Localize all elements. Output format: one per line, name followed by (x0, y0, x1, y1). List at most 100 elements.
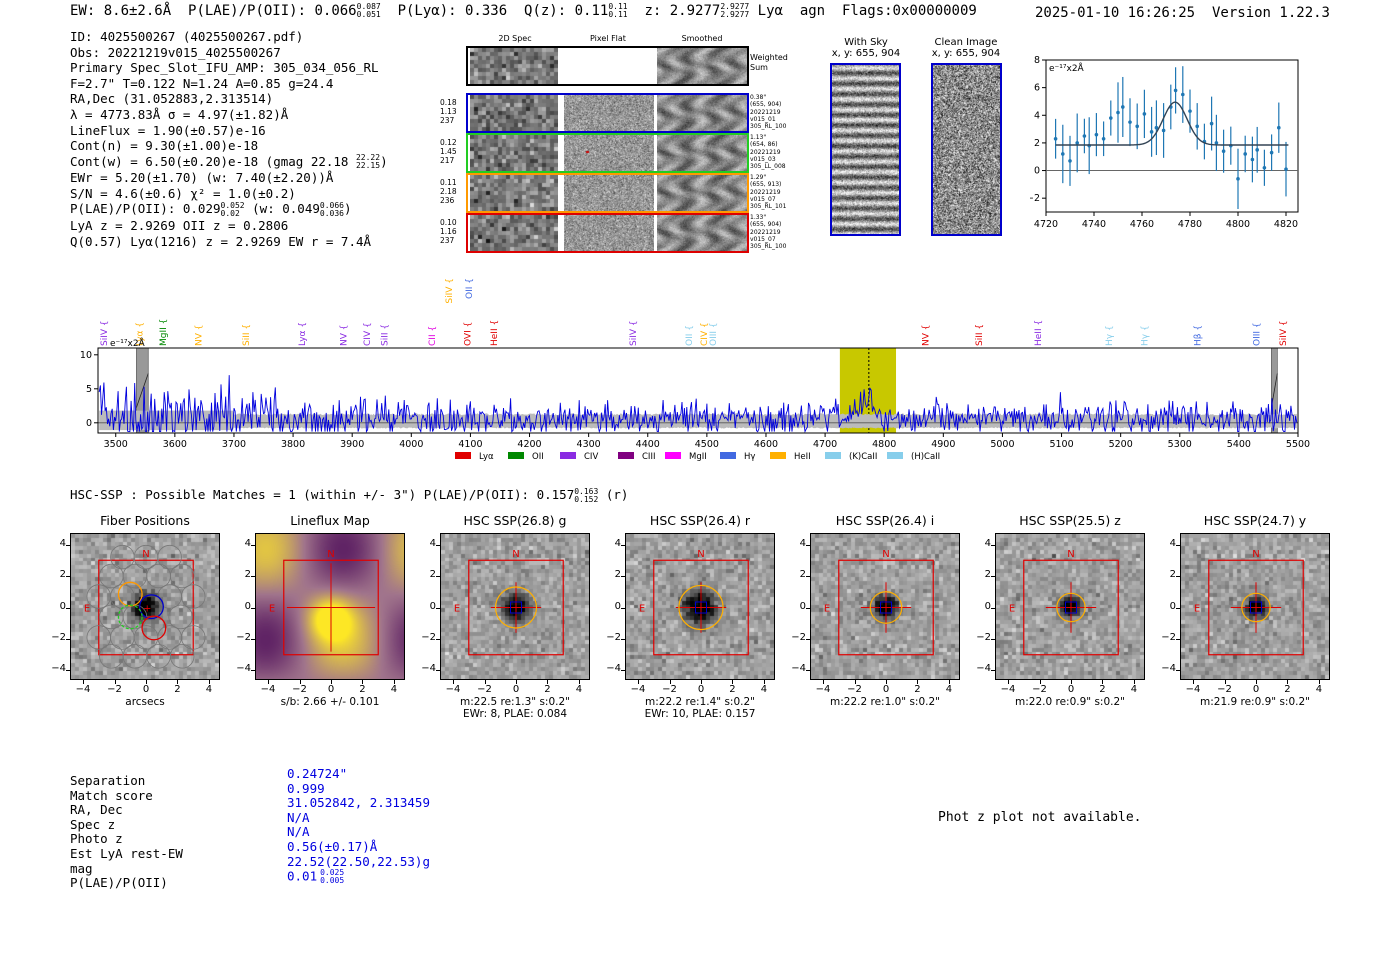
legend-label: Hγ (744, 452, 755, 462)
legend-swatch (665, 452, 681, 459)
hsc-aperture-box (838, 559, 934, 656)
fit-ytick: 8 (1034, 55, 1040, 66)
legend-label: MgII (689, 452, 707, 462)
hsc-xtick: −4 (630, 684, 646, 695)
fit-point (1082, 134, 1087, 138)
fit-point (1277, 125, 1281, 130)
hsc-ytick-mark (991, 670, 995, 672)
hsc-xtick-mark (732, 680, 734, 684)
hsc-xtick-mark (146, 680, 147, 684)
fit-point (1221, 149, 1226, 153)
legend-label: (H)CaII (911, 452, 940, 462)
legend-swatch (720, 452, 736, 459)
fit-xtick: 4800 (1226, 219, 1250, 230)
hsc-xtick: 4 (1315, 684, 1323, 695)
spectrum-line-marker-label: CIV (700, 330, 710, 346)
header-z-label: z: (644, 3, 662, 19)
spectrum-line-marker-label: SiII (242, 332, 252, 346)
hsc-xtick-mark (886, 680, 887, 684)
spectrum-line-marker-label: OVI (463, 330, 473, 346)
hsc-ytick-mark (806, 607, 810, 609)
fit-unit-label: e⁻¹⁷x2Å (1049, 62, 1085, 74)
cutout-row-meta: 0.38" (655, 904) 20221219 v015_01 305_RL_100 (750, 94, 800, 130)
hsc-xtick: 4 (205, 684, 213, 695)
spectrum-line-marker-bracket: { (1194, 325, 1204, 334)
spectrum-line-marker-bracket: { (428, 326, 438, 335)
header-plae-label: P(LAE)/P(OII): (188, 3, 307, 19)
fit-point (1209, 121, 1214, 126)
spectrum-line-marker-label: CII (428, 334, 438, 346)
fit-point (1128, 120, 1132, 124)
cutout-row-meta-line: 20221219 (750, 228, 781, 236)
hsc-panel-title: HSC SSP(24.7) y (1203, 513, 1307, 528)
spectrum-line-marker-bracket: { (1279, 320, 1289, 329)
east-label: E (1009, 604, 1015, 615)
full-spectrum-chart: SiIV {Lyα {MgII {NV {SiII {Lyα {NV {CIV … (80, 319, 1310, 462)
hsc-ytick: −2 (1161, 631, 1176, 643)
spectrum-xtick: 4000 (399, 439, 423, 450)
spectrum-body: 3500 3600 3700 3800 3900 4000 4100 4200 4300 4400… (80, 347, 1310, 450)
north-label: N (882, 549, 889, 560)
spectrum-line-marker-bracket: { (463, 322, 473, 331)
hsc-ytick: 4 (1169, 537, 1176, 549)
info-fparams: F=2.7" T=0.122 N=1.24 A=0.85 g=24.4 (70, 75, 334, 91)
hsc-ytick: 0 (614, 600, 621, 612)
hsc-aperture-box (283, 559, 379, 656)
hsc-ytick-mark (991, 544, 995, 546)
spectrum-line-marker: SiII { (242, 324, 252, 346)
spectrum-line-marker-label: NV (194, 332, 204, 346)
hsc-ytick: 2 (614, 569, 621, 580)
fit-point (1053, 136, 1058, 141)
fit-point (1075, 141, 1079, 145)
hsc-caption-2: EWr: 10, PLAE: 0.157 (644, 708, 756, 720)
fit-gaussian-curve (1055, 101, 1289, 146)
spectrum-line-marker-label: Hγ (1105, 333, 1115, 346)
cutout-row-num: 237 (440, 116, 455, 125)
fiber-circle (168, 604, 193, 630)
hsc-summary-lo: 0.152 (574, 494, 599, 504)
spectrum-line-marker: Hγ { (1105, 325, 1115, 346)
spectrum-line-marker-label: MgII (159, 327, 169, 346)
cutout-smooth-image (657, 175, 747, 211)
hsc-xtick: 0 (142, 684, 150, 695)
hsc-panel-title: HSC SSP(25.5) z (1019, 513, 1121, 528)
spectrum-plot-border (97, 347, 1299, 434)
cutout-row-meta-line: 1.33" (750, 214, 767, 221)
fiber-circle (122, 563, 148, 589)
hsc-ytick: 2 (1169, 569, 1176, 580)
hsc-ytick-mark (621, 638, 625, 640)
cutout-smooth-image (657, 215, 747, 251)
hsc-xtick: −2 (662, 684, 677, 695)
legend-swatch (618, 452, 634, 459)
hsc-xtick: 4 (945, 684, 953, 695)
hsc-xtick: 2 (174, 684, 181, 695)
match-label: Photo z (70, 831, 123, 847)
north-label: N (697, 549, 704, 560)
spectrum-xtick: 5500 (1286, 439, 1310, 450)
north-label: N (327, 549, 334, 560)
hsc-ytick-mark (991, 576, 995, 577)
header-z-value: 2.9277 (669, 3, 721, 19)
weighted-sum-label: Weighted Sum (750, 53, 788, 72)
legend-label: Lyα (479, 452, 494, 462)
hsc-ytick: 2 (429, 569, 436, 580)
hsc-xtick-mark (484, 680, 486, 684)
match-value: 0.01 0.025 0.005 (287, 869, 430, 885)
spectrum-line-marker-bracket: { (1034, 320, 1044, 329)
source-ellipse (1056, 592, 1086, 623)
cutout-row-meta: 1.13" (654, 86) 20221219 v015_03 305_LL_008 (750, 134, 800, 170)
hsc-xtick-mark (1224, 680, 1226, 684)
hsc-xtick: −2 (847, 684, 862, 695)
with-sky-title: With Sky (844, 37, 888, 48)
header-plae-lo: 0.051 (356, 10, 381, 19)
hsc-xtick-mark (516, 680, 517, 684)
east-label: E (824, 604, 830, 615)
fit-xtick: 4740 (1082, 219, 1106, 230)
fit-ytick: 6 (1034, 83, 1040, 94)
hsc-xtick: 4 (760, 684, 768, 695)
hsc-panel-title: Lineflux Map (290, 513, 370, 528)
hsc-ytick: 4 (244, 537, 251, 549)
cutout-2d-image (470, 135, 558, 171)
fit-ytick: 2 (1034, 138, 1040, 149)
